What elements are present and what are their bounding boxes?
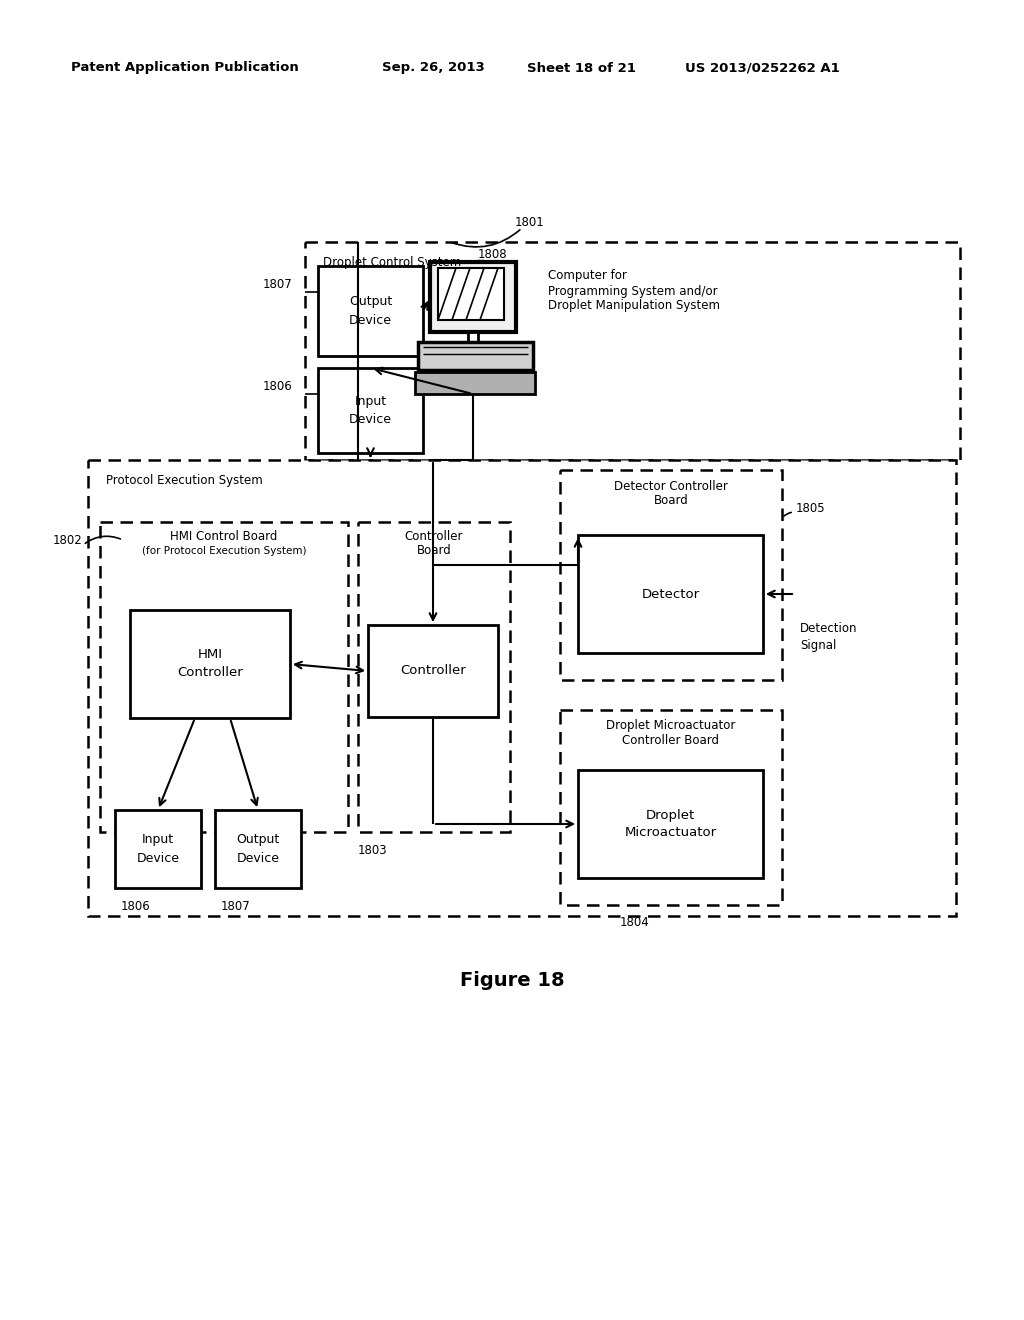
Bar [215, 810, 301, 888]
Text: 1805: 1805 [796, 502, 825, 515]
Text: US 2013/0252262 A1: US 2013/0252262 A1 [685, 62, 840, 74]
Bar [305, 242, 961, 459]
Text: Programming System and/or: Programming System and/or [548, 285, 718, 297]
Bar [560, 470, 782, 680]
Bar [560, 710, 782, 906]
Text: Patent Application Publication: Patent Application Publication [71, 62, 299, 74]
Text: HMI: HMI [198, 648, 222, 661]
Text: Detector: Detector [641, 587, 699, 601]
Text: Droplet Manipulation System: Droplet Manipulation System [548, 300, 720, 313]
Text: 1804: 1804 [620, 916, 650, 929]
Text: 1801: 1801 [515, 215, 545, 228]
Text: Controller: Controller [400, 664, 466, 677]
Text: Detection: Detection [800, 622, 857, 635]
Bar [468, 333, 478, 342]
Bar [318, 267, 423, 356]
Text: Signal: Signal [800, 639, 837, 652]
Text: Output: Output [237, 833, 280, 846]
Bar [100, 521, 348, 832]
Text: Output: Output [349, 296, 392, 309]
Text: Sheet 18 of 21: Sheet 18 of 21 [527, 62, 636, 74]
Bar [88, 459, 956, 916]
Text: 1806: 1806 [121, 899, 151, 912]
Text: 1806: 1806 [263, 380, 293, 392]
Text: Droplet Microactuator: Droplet Microactuator [606, 719, 735, 733]
Text: Controller Board: Controller Board [623, 734, 720, 747]
Text: Board: Board [417, 544, 452, 557]
Text: Microactuator: Microactuator [625, 826, 717, 840]
Text: Board: Board [653, 495, 688, 507]
Bar [430, 261, 516, 333]
Text: HMI Control Board: HMI Control Board [170, 529, 278, 543]
Bar [368, 624, 498, 717]
Text: Input: Input [142, 833, 174, 846]
Text: 1803: 1803 [358, 843, 388, 857]
Text: Controller: Controller [404, 529, 463, 543]
Text: Device: Device [237, 851, 280, 865]
Text: 1802: 1802 [52, 533, 82, 546]
Bar [130, 610, 290, 718]
Text: (for Protocol Execution System): (for Protocol Execution System) [141, 546, 306, 556]
Bar [415, 372, 535, 393]
Text: Controller: Controller [177, 667, 243, 680]
Text: Device: Device [349, 314, 392, 326]
Text: Sep. 26, 2013: Sep. 26, 2013 [382, 62, 484, 74]
Text: Protocol Execution System: Protocol Execution System [106, 474, 263, 487]
Text: 1807: 1807 [263, 277, 293, 290]
Bar [578, 770, 763, 878]
Bar [438, 268, 504, 319]
Text: 1807: 1807 [221, 899, 251, 912]
Text: Detector Controller: Detector Controller [614, 479, 728, 492]
Bar [115, 810, 201, 888]
Text: Figure 18: Figure 18 [460, 970, 564, 990]
Bar [578, 535, 763, 653]
Bar [318, 368, 423, 453]
Bar [418, 342, 534, 370]
Text: Droplet: Droplet [646, 808, 695, 821]
Text: 1808: 1808 [478, 248, 508, 261]
Text: Device: Device [136, 851, 179, 865]
Text: Input: Input [354, 395, 387, 408]
Text: Droplet Control System: Droplet Control System [323, 256, 461, 269]
Bar [358, 521, 510, 832]
Text: Computer for: Computer for [548, 269, 627, 282]
Text: Device: Device [349, 413, 392, 426]
